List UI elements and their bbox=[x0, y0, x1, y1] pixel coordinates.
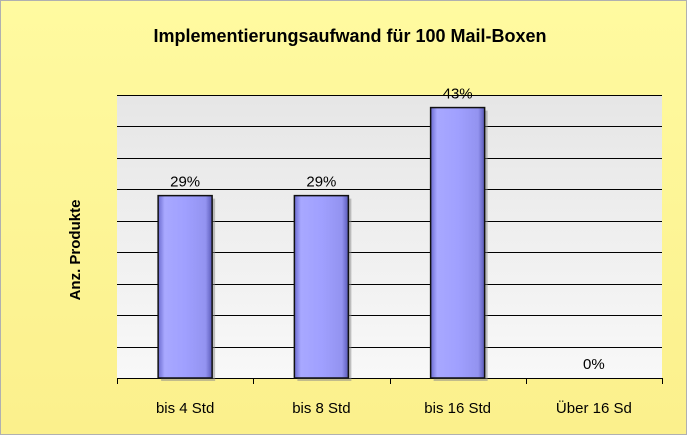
x-tick-label: bis 4 Std bbox=[156, 400, 214, 417]
x-tick-label: Über 16 Sd bbox=[556, 399, 632, 417]
chart-title: Implementierungsaufwand für 100 Mail-Box… bbox=[153, 26, 546, 46]
x-tick-label: bis 16 Std bbox=[424, 400, 491, 417]
value-label: 29% bbox=[170, 174, 200, 191]
value-label: 29% bbox=[306, 174, 336, 191]
bar bbox=[157, 194, 213, 379]
value-label: 0% bbox=[583, 356, 605, 373]
x-tick-label: bis 8 Std bbox=[292, 400, 350, 417]
bar bbox=[429, 106, 486, 379]
value-label: 43% bbox=[443, 86, 473, 103]
y-axis-label: Anz. Produkte bbox=[67, 200, 84, 301]
bar bbox=[293, 194, 350, 379]
